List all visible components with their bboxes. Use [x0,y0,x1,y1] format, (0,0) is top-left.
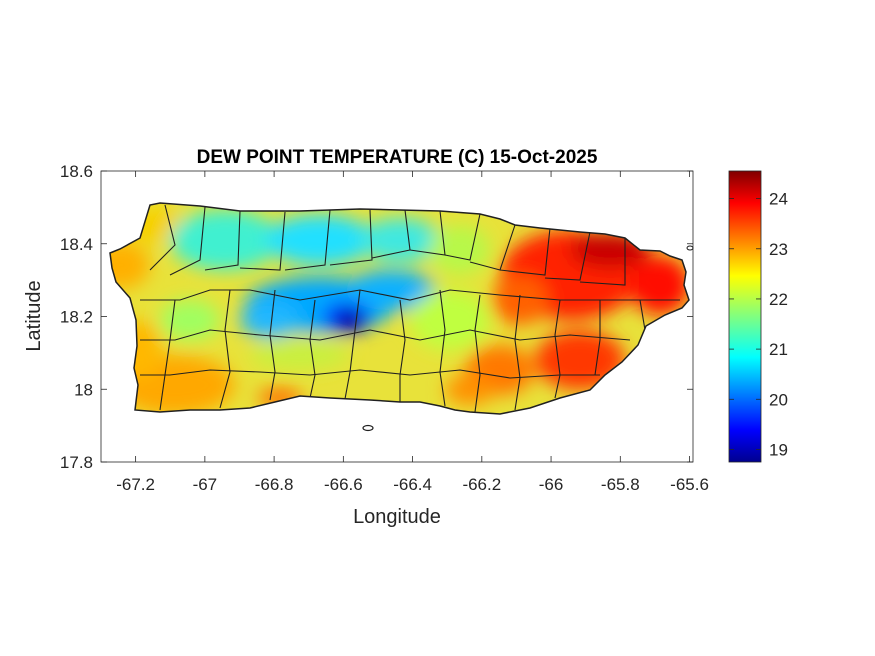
colorbar-tick-label: 22 [769,290,788,309]
y-axis: 17.8 18 18.2 18.4 18.6 [60,162,693,472]
y-tick-label: 18.6 [60,162,93,181]
x-tick-label: -66.8 [255,475,294,494]
x-tick-label: -66.6 [324,475,363,494]
colorbar-tick-label: 20 [769,390,788,409]
colorbar-tick-label: 21 [769,340,788,359]
colorbar [728,170,762,463]
x-tick-label: -66.2 [462,475,501,494]
y-tick-label: 18.2 [60,308,93,327]
eastern-cay [686,245,694,251]
x-axis: -67.2 -67 -66.8 -66.6 -66.4 -66.2 -66 -65.8 -65.… [116,171,709,494]
chart-title: DEW POINT TEMPERATURE (C) 15-Oct-2025 [197,147,598,168]
colorbar-ticks: 19 20 21 22 23 24 [729,190,788,459]
colorbar-tick-label: 23 [769,240,788,259]
x-tick-label: -65.6 [670,475,709,494]
x-tick-label: -67.2 [116,475,155,494]
y-tick-label: 18 [74,380,93,399]
x-tick-label: -65.8 [601,475,640,494]
x-tick-label: -66.4 [393,475,432,494]
x-tick-label: -67 [193,475,218,494]
y-tick-label: 18.4 [60,235,93,254]
colorbar-tick-label: 24 [769,190,788,209]
y-axis-title: Latitude [23,280,45,351]
x-axis-title: Longitude [353,506,441,528]
island-outline [109,202,690,415]
caja-de-muertos-island [362,424,374,432]
colorbar-tick-label: 19 [769,440,788,459]
municipality-boundaries [140,204,680,413]
x-tick-label: -66 [539,475,564,494]
y-tick-label: 17.8 [60,453,93,472]
